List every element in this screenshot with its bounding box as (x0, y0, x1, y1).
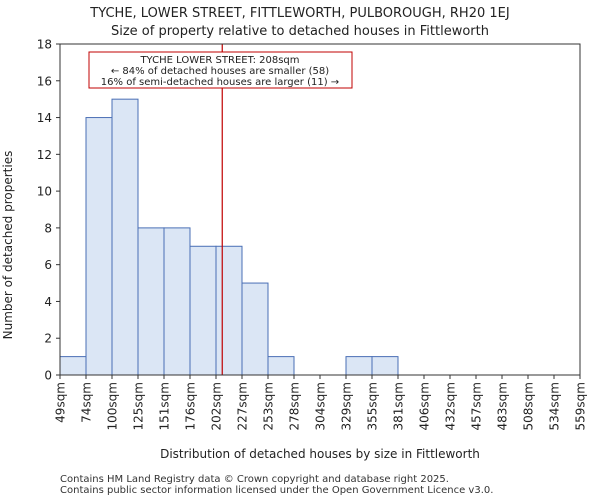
bar-202sqm (215, 245, 243, 376)
x-tick-label-125sqm: 125sqm (132, 382, 146, 430)
x-tick-label-176sqm: 176sqm (184, 382, 198, 430)
x-tick-label-151sqm: 151sqm (158, 382, 172, 430)
bar-74sqm (85, 117, 113, 376)
bars-group (59, 98, 399, 376)
x-tick-label-49sqm: 49sqm (54, 382, 68, 423)
y-tick-label-6: 6 (44, 258, 52, 272)
x-tick-label-329sqm: 329sqm (340, 382, 354, 430)
annotation-box: TYCHE LOWER STREET: 208sqm ← 84% of deta… (88, 51, 353, 89)
bar-125sqm (137, 227, 165, 376)
footer-line-1: Contains HM Land Registry data © Crown c… (60, 474, 449, 485)
y-tick-label-2: 2 (44, 332, 52, 346)
x-tick-label-457sqm: 457sqm (470, 382, 484, 430)
annotation-line-1: TYCHE LOWER STREET: 208sqm (139, 55, 299, 66)
x-tick-label-304sqm: 304sqm (314, 382, 328, 430)
x-tick-label-483sqm: 483sqm (496, 382, 510, 430)
x-tick-label-227sqm: 227sqm (236, 382, 250, 430)
y-tick-label-14: 14 (37, 111, 52, 125)
x-tick-label-534sqm: 534sqm (548, 382, 562, 430)
annotation-border (88, 51, 353, 89)
x-axis-label: Distribution of detached houses by size … (160, 447, 480, 461)
bar-100sqm (111, 98, 139, 376)
annotation-line-2: ← 84% of detached houses are smaller (58… (111, 66, 329, 77)
annotation-line-3: 16% of semi-detached houses are larger (… (101, 77, 339, 88)
chart-subtitle: Size of property relative to detached ho… (110, 24, 489, 39)
x-tick-label-355sqm: 355sqm (366, 382, 380, 430)
bar-355sqm (371, 356, 399, 376)
x-tick-labels: 49sqm 74sqm 100sqm 125sqm 151sqm 176sqm 202sqm… (54, 375, 588, 430)
y-tick-label-4: 4 (44, 295, 52, 309)
y-tick-labels: 0 2 4 6 8 10 12 14 16 18 (37, 38, 60, 383)
x-tick-label-432sqm: 432sqm (444, 382, 458, 430)
bar-227sqm (241, 282, 269, 376)
x-tick-label-406sqm: 406sqm (418, 382, 432, 430)
chart-title: TYCHE, LOWER STREET, FITTLEWORTH, PULBOR… (90, 6, 510, 21)
x-tick-label-381sqm: 381sqm (392, 382, 406, 430)
x-tick-label-278sqm: 278sqm (288, 382, 302, 430)
y-tick-label-10: 10 (37, 185, 52, 199)
y-tick-label-18: 18 (37, 38, 52, 52)
y-tick-label-16: 16 (37, 74, 52, 88)
y-tick-label-8: 8 (44, 221, 52, 235)
bar-329sqm (345, 356, 373, 376)
y-tick-label-0: 0 (44, 369, 52, 383)
x-tick-label-253sqm: 253sqm (262, 382, 276, 430)
x-tick-label-74sqm: 74sqm (80, 382, 94, 423)
footer-line-2: Contains public sector information licen… (60, 485, 494, 496)
bar-49sqm (59, 356, 87, 376)
y-axis-label: Number of detached properties (1, 151, 15, 340)
x-tick-label-559sqm: 559sqm (574, 382, 588, 430)
bar-253sqm (267, 356, 295, 376)
x-tick-label-100sqm: 100sqm (106, 382, 120, 430)
bar-151sqm (163, 227, 191, 376)
x-tick-label-202sqm: 202sqm (210, 382, 224, 430)
bar-176sqm (189, 245, 217, 376)
x-tick-label-508sqm: 508sqm (522, 382, 536, 430)
y-tick-label-12: 12 (37, 148, 52, 162)
